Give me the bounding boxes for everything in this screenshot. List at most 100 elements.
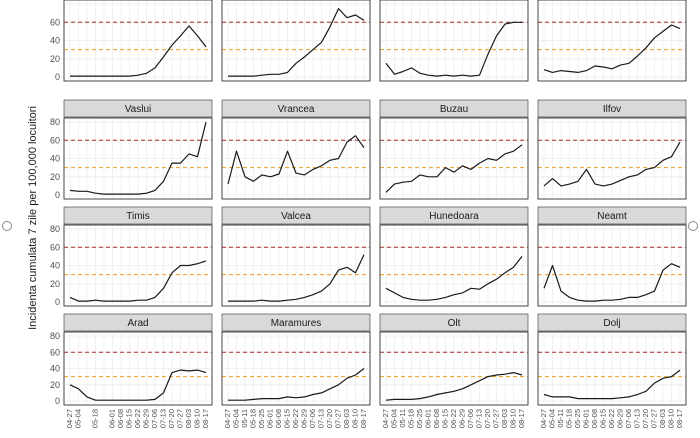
x-tick-label: 05-18 — [91, 409, 100, 428]
x-tick-label: 07-27 — [492, 409, 501, 428]
x-tick-label: 06-29 — [458, 409, 467, 428]
series-line — [385, 372, 523, 401]
x-tick-label: 07-20 — [167, 409, 176, 428]
x-tick-label: 07-06 — [150, 409, 159, 428]
x-tick-label: 08-17 — [675, 409, 684, 428]
panel-border — [63, 0, 213, 82]
facet-label: Ilfov — [603, 104, 621, 115]
x-tick-label: 06-29 — [300, 409, 309, 428]
x-tick-label: 05-11 — [398, 409, 407, 428]
y-tick-label: 20 — [50, 380, 60, 390]
x-tick-label: 08-17 — [517, 409, 526, 428]
x-tick-label: 07-27 — [176, 409, 185, 428]
panel-border — [537, 117, 687, 200]
series-line — [69, 260, 207, 302]
x-tick-label: 07-20 — [641, 409, 650, 428]
x-tick-label: 05-04 — [548, 409, 557, 428]
y-tick-label: 40 — [50, 154, 60, 164]
panel-border — [221, 0, 371, 82]
y-tick-label: 40 — [50, 261, 60, 271]
x-tick-label: 04-27 — [381, 409, 390, 428]
x-tick-label: 07-13 — [475, 409, 484, 428]
x-tick-label: 08-10 — [509, 409, 518, 428]
panel-border — [379, 117, 529, 200]
series-line — [227, 135, 365, 185]
facet-label: Dolj — [603, 318, 620, 329]
x-tick-label: 07-13 — [633, 409, 642, 428]
y-tick-label: 40 — [50, 364, 60, 374]
x-tick-label: 06-15 — [599, 409, 608, 428]
x-tick-label: 07-27 — [650, 409, 659, 428]
x-tick-label: 07-06 — [624, 409, 633, 428]
panel-border — [221, 117, 371, 200]
x-tick-label: 08-17 — [359, 409, 368, 428]
x-tick-label: 06-01 — [266, 409, 275, 428]
x-tick-label: 05-25 — [257, 409, 266, 428]
x-tick-label: 05-11 — [240, 409, 249, 428]
facet-label: Vrancea — [278, 104, 315, 115]
y-tick-label: 80 — [50, 224, 60, 234]
series-line — [543, 369, 681, 400]
x-tick-label: 07-20 — [483, 409, 492, 428]
facet-label: Timis — [126, 211, 150, 222]
panel-border — [63, 117, 213, 200]
x-tick-label: 06-22 — [291, 409, 300, 428]
y-tick-label: 60 — [50, 242, 60, 252]
facet-label: Arad — [127, 318, 148, 329]
panel-border — [379, 0, 529, 82]
x-tick-label: 04-27 — [539, 409, 548, 428]
x-tick-label: 08-03 — [658, 409, 667, 428]
x-tick-label: 08-03 — [184, 409, 193, 428]
x-tick-label: 05-04 — [390, 409, 399, 428]
facet-strip — [221, 99, 371, 118]
x-tick-label: 06-08 — [590, 409, 599, 428]
y-tick-label: 80 — [50, 117, 60, 127]
panel-border — [379, 331, 529, 406]
y-tick-label: 60 — [50, 347, 60, 357]
facet-strip — [63, 313, 213, 332]
y-tick-label: 0 — [55, 72, 60, 82]
x-tick-label: 05-18 — [249, 409, 258, 428]
y-tick-label: 0 — [55, 297, 60, 307]
facet-label: Hunedoara — [429, 211, 479, 222]
y-tick-label: 20 — [50, 54, 60, 64]
x-tick-label: 05-04 — [232, 409, 241, 428]
x-tick-label: 06-29 — [616, 409, 625, 428]
facet-label: Valcea — [281, 211, 311, 222]
x-tick-label: 06-08 — [116, 409, 125, 428]
series-line — [543, 263, 681, 302]
y-tick-label: 60 — [50, 135, 60, 145]
x-tick-label: 07-13 — [317, 409, 326, 428]
x-tick-label: 08-10 — [667, 409, 676, 428]
x-tick-label: 08-10 — [351, 409, 360, 428]
series-line — [385, 144, 523, 193]
series-line — [70, 25, 207, 77]
resize-handle-left — [2, 221, 12, 231]
facet-strip — [379, 313, 529, 332]
series-line — [69, 121, 207, 195]
x-tick-label: 06-08 — [432, 409, 441, 428]
panel-border — [221, 331, 371, 406]
x-tick-label: 05-18 — [407, 409, 416, 428]
y-tick-label: 60 — [50, 17, 60, 27]
y-tick-label: 20 — [50, 172, 60, 182]
x-tick-label: 05-25 — [573, 409, 582, 428]
y-tick-label: 0 — [55, 396, 60, 406]
x-tick-label: 07-06 — [466, 409, 475, 428]
x-tick-label: 06-29 — [142, 409, 151, 428]
x-tick-label: 06-01 — [424, 409, 433, 428]
facet-label: Neamt — [597, 211, 627, 222]
x-tick-label: 06-22 — [449, 409, 458, 428]
x-tick-label: 07-06 — [308, 409, 317, 428]
x-tick-label: 06-15 — [283, 409, 292, 428]
facet-strip — [221, 313, 371, 332]
facet-strip — [221, 206, 371, 225]
panel-border — [379, 224, 529, 307]
facet-strip — [63, 99, 213, 118]
series-line — [385, 256, 523, 301]
x-tick-label: 08-17 — [201, 409, 210, 428]
facet-label: Vaslui — [125, 104, 152, 115]
x-tick-label: 05-18 — [565, 409, 574, 428]
